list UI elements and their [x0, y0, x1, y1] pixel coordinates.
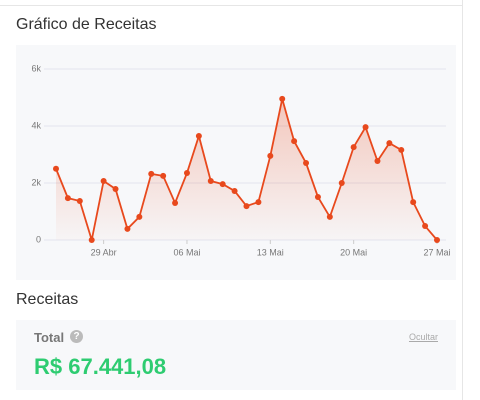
point [112, 185, 119, 192]
top-border [0, 5, 462, 6]
point [100, 178, 107, 185]
point [422, 223, 429, 230]
point [219, 181, 226, 188]
point [64, 195, 71, 202]
chart: 0 2k 4k 6k 29 Abr 06 Mai 13 Mai 20 Mai 27 Mai [16, 45, 456, 280]
point [231, 187, 238, 194]
x-tick-label: 06 Mai [173, 247, 200, 257]
hide-link[interactable]: Ocultar [408, 332, 438, 342]
section-heading: Receitas [16, 291, 79, 308]
area [56, 98, 437, 240]
point [255, 199, 262, 206]
point [183, 170, 190, 177]
y-tick-label: 6k [31, 63, 41, 73]
point [326, 213, 333, 220]
point [267, 152, 274, 159]
point [362, 124, 369, 131]
point [338, 180, 345, 186]
point [291, 138, 298, 145]
total-value: R$ 67.441,08 [34, 354, 167, 379]
right-border [462, 0, 463, 400]
point [386, 140, 393, 147]
point [279, 95, 286, 102]
y-tick-label: 4k [31, 120, 41, 130]
point [374, 158, 381, 165]
y-tick-label: 0 [36, 234, 41, 244]
point [303, 160, 310, 167]
point [148, 170, 155, 177]
point [207, 178, 214, 185]
help-icon[interactable]: ? [70, 330, 83, 343]
point [53, 165, 59, 172]
point [124, 225, 131, 232]
point [434, 237, 440, 243]
x-tick-label: 20 Mai [340, 247, 367, 257]
point [410, 199, 417, 206]
x-tick-label: 29 Abr [91, 247, 117, 257]
point [398, 146, 405, 153]
x-tick-label: 27 Mai [423, 247, 450, 257]
y-tick-label: 2k [31, 177, 41, 187]
point [88, 237, 95, 243]
point [136, 213, 143, 220]
chart-heading: Gráfico de Receitas [16, 16, 157, 33]
point [243, 203, 250, 210]
point [314, 193, 321, 200]
summary-card: Total ? Ocultar R$ 67.441,08 [16, 320, 456, 390]
x-tick-label: 13 Mai [257, 247, 284, 257]
point [76, 197, 83, 204]
point [195, 132, 202, 139]
point [350, 144, 357, 151]
point [160, 172, 167, 179]
total-label: Total [34, 330, 65, 345]
point [172, 199, 179, 206]
